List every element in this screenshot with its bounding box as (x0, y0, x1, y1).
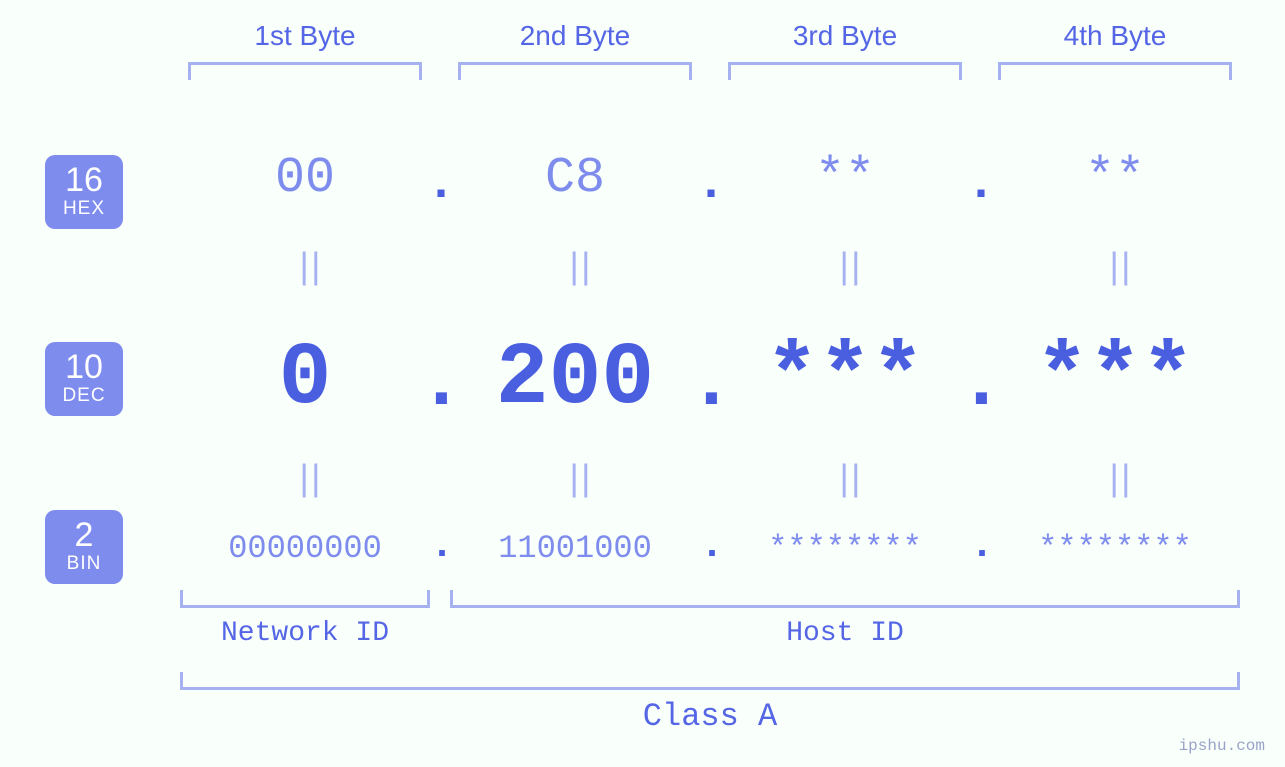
dec-byte-1: 0 (170, 330, 440, 429)
bin-byte-2-val: 11001000 (498, 530, 652, 567)
network-id-group: Network ID (170, 590, 440, 649)
badge-hex-num: 16 (45, 163, 123, 199)
byte-headers-row: 1st Byte 2nd Byte 3rd Byte 4th Byte (170, 20, 1250, 80)
hex-byte-2-val: C8 (545, 150, 605, 207)
ip-byte-diagram: 1st Byte 2nd Byte 3rd Byte 4th Byte 16 H… (0, 0, 1285, 767)
byte-header-3-bracket (728, 62, 962, 80)
badge-bin: 2 BIN (45, 510, 123, 584)
bin-byte-2: .11001000 (440, 530, 710, 567)
dot-icon: . (688, 340, 735, 428)
network-id-label: Network ID (170, 618, 440, 649)
dot-icon: . (426, 156, 456, 213)
dot-icon: . (970, 524, 994, 569)
dec-byte-2-val: 200 (496, 330, 654, 429)
bin-byte-3: .******** (710, 530, 980, 567)
eq-icon: || (710, 248, 980, 289)
badge-bin-txt: BIN (45, 554, 123, 574)
eq-icon: || (440, 248, 710, 289)
row-bin: 00000000 .11001000 .******** .******** (170, 530, 1250, 567)
bin-byte-4: .******** (980, 530, 1250, 567)
badge-hex-txt: HEX (45, 199, 123, 219)
dot-icon: . (696, 156, 726, 213)
dec-byte-2: .200 (440, 330, 710, 429)
hex-byte-4: .** (980, 150, 1250, 207)
byte-header-4-bracket (998, 62, 1232, 80)
byte-header-2: 2nd Byte (440, 20, 710, 80)
dot-icon: . (700, 524, 724, 569)
row-dec: 0 .200 .*** .*** (170, 330, 1250, 429)
eq-icon: || (440, 460, 710, 501)
netid-hostid-row: Network ID Host ID (170, 590, 1250, 649)
dot-icon: . (966, 156, 996, 213)
byte-header-1-bracket (188, 62, 422, 80)
hex-byte-1: 00 (170, 150, 440, 207)
class-bracket (180, 672, 1240, 690)
badge-dec-num: 10 (45, 350, 123, 386)
hex-byte-3: .** (710, 150, 980, 207)
class-row: Class A (170, 672, 1250, 735)
bin-byte-3-val: ******** (768, 530, 922, 567)
dot-icon: . (418, 340, 465, 428)
network-id-bracket (180, 590, 430, 608)
badge-dec: 10 DEC (45, 342, 123, 416)
row-hex: 00 .C8 .** .** (170, 150, 1250, 207)
host-id-bracket (450, 590, 1240, 608)
row-eq-1: || || || || (170, 248, 1250, 289)
dot-icon: . (430, 524, 454, 569)
bin-byte-4-val: ******** (1038, 530, 1192, 567)
watermark: ipshu.com (1179, 737, 1265, 755)
eq-icon: || (980, 460, 1250, 501)
row-eq-2: || || || || (170, 460, 1250, 501)
byte-header-4-label: 4th Byte (980, 20, 1250, 52)
byte-header-4: 4th Byte (980, 20, 1250, 80)
eq-icon: || (170, 248, 440, 289)
hex-byte-3-val: ** (815, 150, 875, 207)
dec-byte-4-val: *** (1036, 330, 1194, 429)
badge-hex: 16 HEX (45, 155, 123, 229)
badge-bin-num: 2 (45, 518, 123, 554)
host-id-group: Host ID (440, 590, 1250, 649)
byte-header-2-bracket (458, 62, 692, 80)
byte-header-1-label: 1st Byte (170, 20, 440, 52)
byte-header-3: 3rd Byte (710, 20, 980, 80)
hex-byte-2: .C8 (440, 150, 710, 207)
dec-byte-4: .*** (980, 330, 1250, 429)
byte-header-3-label: 3rd Byte (710, 20, 980, 52)
host-id-label: Host ID (440, 618, 1250, 649)
badge-dec-txt: DEC (45, 386, 123, 406)
byte-header-1: 1st Byte (170, 20, 440, 80)
eq-icon: || (170, 460, 440, 501)
dec-byte-3: .*** (710, 330, 980, 429)
dot-icon: . (958, 340, 1005, 428)
class-label: Class A (170, 698, 1250, 735)
hex-byte-4-val: ** (1085, 150, 1145, 207)
eq-icon: || (710, 460, 980, 501)
bin-byte-1: 00000000 (170, 530, 440, 567)
byte-header-2-label: 2nd Byte (440, 20, 710, 52)
eq-icon: || (980, 248, 1250, 289)
dec-byte-3-val: *** (766, 330, 924, 429)
